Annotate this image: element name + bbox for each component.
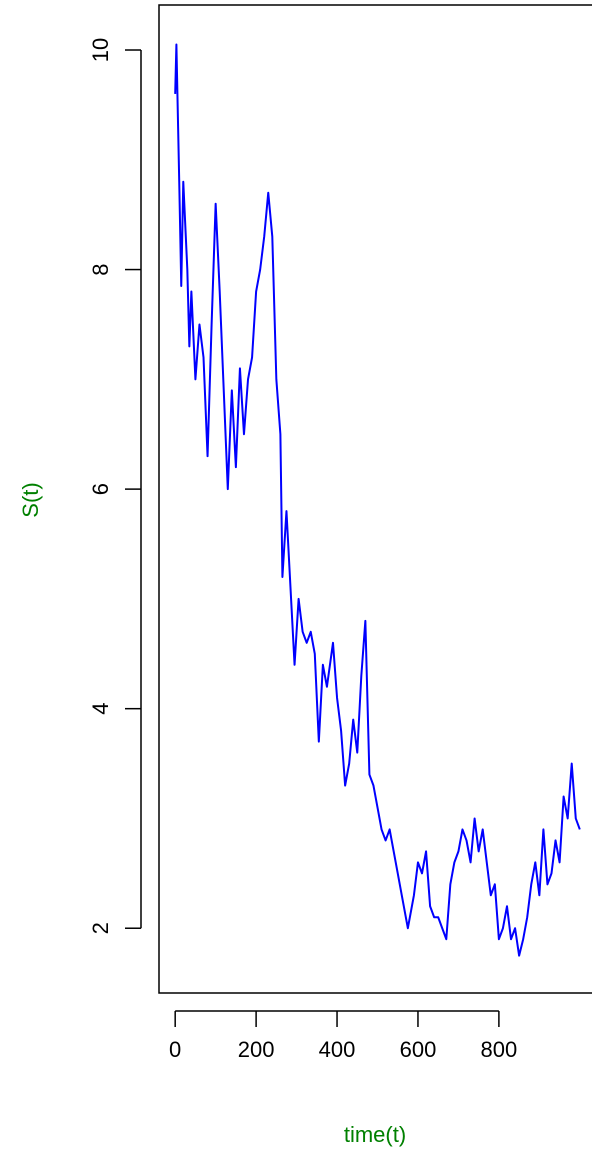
y-tick-label: 8 — [88, 263, 113, 275]
x-tick-label: 800 — [481, 1037, 518, 1062]
y-tick-label: 2 — [88, 922, 113, 934]
y-tick-label: 6 — [88, 483, 113, 495]
x-tick-label: 600 — [400, 1037, 437, 1062]
plot-frame — [158, 4, 592, 994]
y-axis-title: S(t) — [18, 482, 43, 517]
data-line — [174, 43, 581, 957]
x-axis-title: time(t) — [344, 1122, 406, 1147]
x-tick-label: 200 — [238, 1037, 275, 1062]
y-tick-label: 10 — [88, 38, 113, 62]
y-tick-label: 4 — [88, 703, 113, 715]
x-tick-label: 0 — [169, 1037, 181, 1062]
x-tick-label: 400 — [319, 1037, 356, 1062]
